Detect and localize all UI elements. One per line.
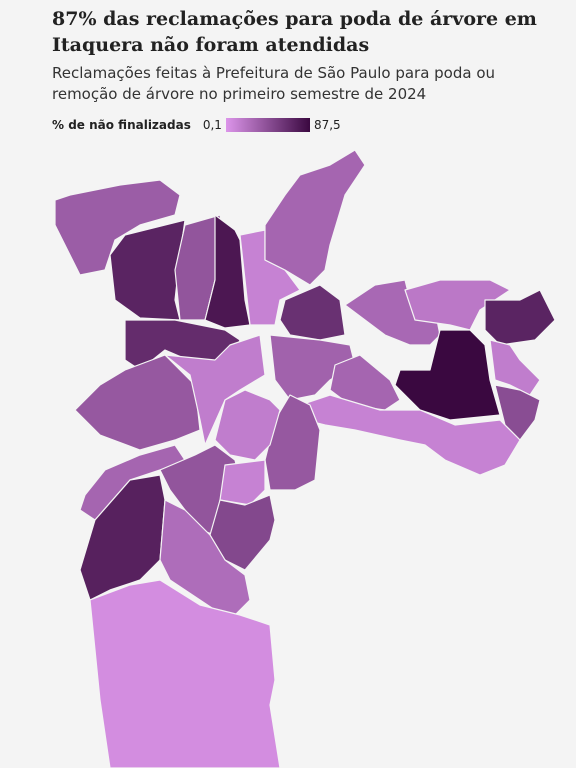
- region: [219, 459, 266, 506]
- region: [489, 339, 541, 396]
- region: [279, 284, 346, 341]
- region: [484, 289, 556, 346]
- region: [264, 149, 366, 286]
- region: [299, 394, 521, 476]
- region: [54, 179, 181, 276]
- region: [79, 474, 166, 601]
- region: [214, 389, 281, 461]
- legend-label: % de não finalizadas: [52, 118, 191, 132]
- region: [269, 334, 356, 401]
- legend-gradient: [225, 118, 310, 132]
- map: [54, 149, 556, 768]
- legend: % de não finalizadas 0,1 87,5: [52, 116, 341, 134]
- region: [89, 579, 281, 768]
- subtitle: Reclamações feitas à Prefeitura de São P…: [52, 64, 496, 103]
- region: [159, 499, 251, 621]
- region: [164, 334, 266, 446]
- region: [394, 329, 501, 421]
- legend-min: 0,1: [202, 118, 222, 132]
- region: [74, 354, 201, 451]
- legend-bar: [225, 118, 310, 132]
- legend-max: 87,5: [313, 118, 341, 132]
- region: [329, 354, 401, 411]
- title: 87% das reclamações para poda de árvore …: [52, 8, 537, 56]
